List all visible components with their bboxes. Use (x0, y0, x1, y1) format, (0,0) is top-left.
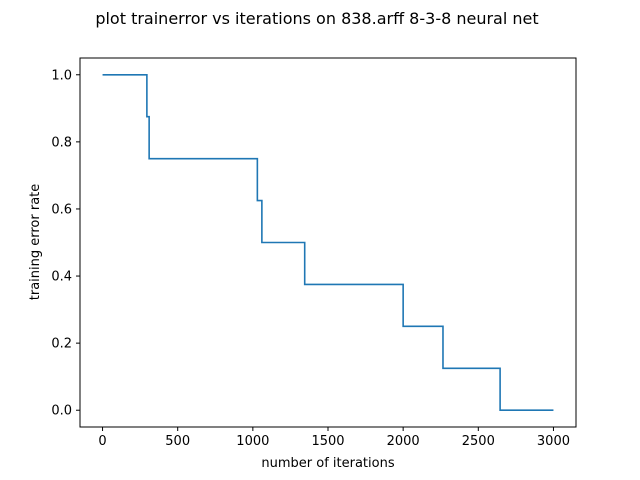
axes-frame (79, 57, 577, 428)
x-axis-label: number of iterations (261, 456, 394, 471)
x-tick-label: 1000 (236, 434, 269, 449)
y-tick-label: 0.4 (51, 270, 72, 285)
series-line (102, 73, 554, 412)
y-tick-label: 1.0 (51, 68, 72, 83)
x-tick-label: 2500 (462, 434, 495, 449)
y-tick-label: 0.8 (51, 135, 72, 150)
x-tick-label: 500 (165, 434, 190, 449)
y-tick-label: 0.6 (51, 202, 72, 217)
x-tick-label: 1500 (311, 434, 344, 449)
x-tick-label: 0 (98, 434, 106, 449)
y-axis-label: training error rate (28, 184, 43, 301)
y-tick-label: 0.2 (51, 337, 72, 352)
y-tick-label: 0.0 (51, 404, 72, 419)
x-tick-label: 2000 (387, 434, 420, 449)
x-tick-label: 3000 (537, 434, 570, 449)
chart-title: plot trainerror vs iterations on 838.arf… (95, 9, 538, 28)
plot-area: 0 500 1000 1500 2000 2500 3000 0.0 0.2 0.4 0.6 0.8 1… (51, 68, 570, 449)
